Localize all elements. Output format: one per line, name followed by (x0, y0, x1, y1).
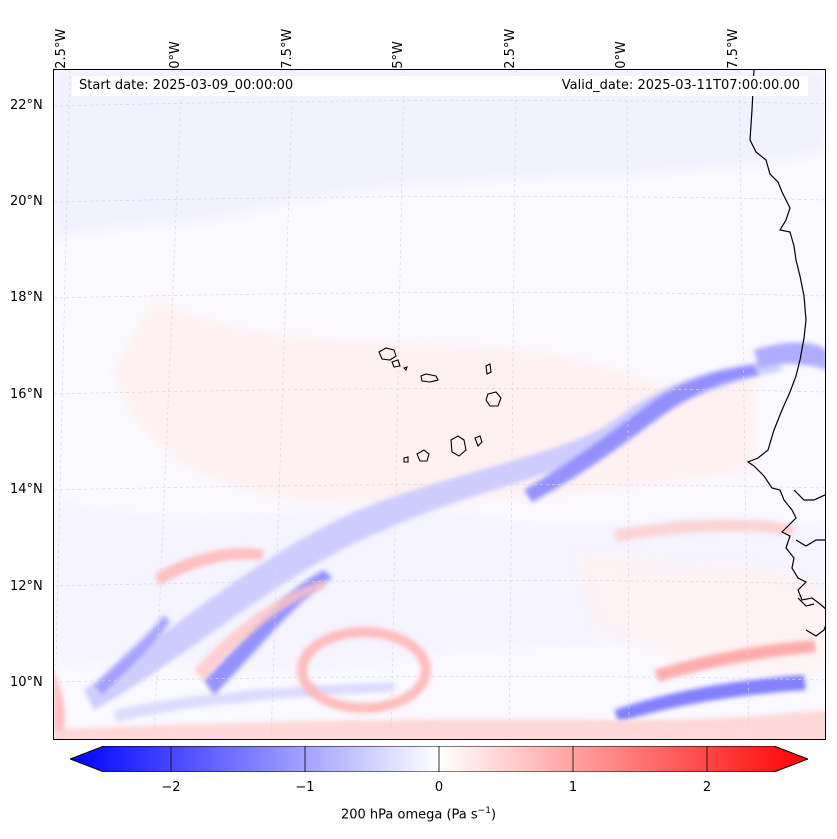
gridlines (54, 70, 825, 739)
colorbar (68, 745, 810, 773)
lat-label-20n: 20°N (10, 194, 43, 209)
lat-label-16n: 16°N (10, 387, 43, 402)
start-date-label: Start date: 2025-03-09_00:00:00 (79, 78, 294, 93)
omega-negative-bands (84, 342, 825, 722)
colorbar-label: 200 hPa omega (Pa s−1) (340, 806, 497, 823)
valid-date-label: Valid_date: 2025-03-11T07:00:00.00 (561, 78, 800, 93)
lat-label-18n: 18°N (10, 290, 43, 305)
colorbar-tick-2: 2 (702, 780, 712, 795)
omega-background-tints (54, 70, 825, 673)
lat-label-10n: 10°N (10, 675, 43, 690)
colorbar-tick-0: 0 (434, 780, 444, 795)
omega-field (54, 70, 825, 739)
cape-verde-islands (378, 347, 502, 463)
colorbar-gradient (68, 745, 810, 773)
colorbar-tick-1: 1 (568, 780, 578, 795)
colorbar-tick-neg2: −2 (161, 780, 181, 795)
map-panel (53, 69, 826, 740)
lat-label-22n: 22°N (10, 98, 43, 113)
lat-label-12n: 12°N (10, 579, 43, 594)
omega-positive-bands (54, 519, 825, 739)
coastline (746, 70, 825, 637)
colorbar-tick-neg1: −1 (295, 780, 315, 795)
lat-label-14n: 14°N (10, 482, 43, 497)
date-header-strip (72, 76, 808, 96)
